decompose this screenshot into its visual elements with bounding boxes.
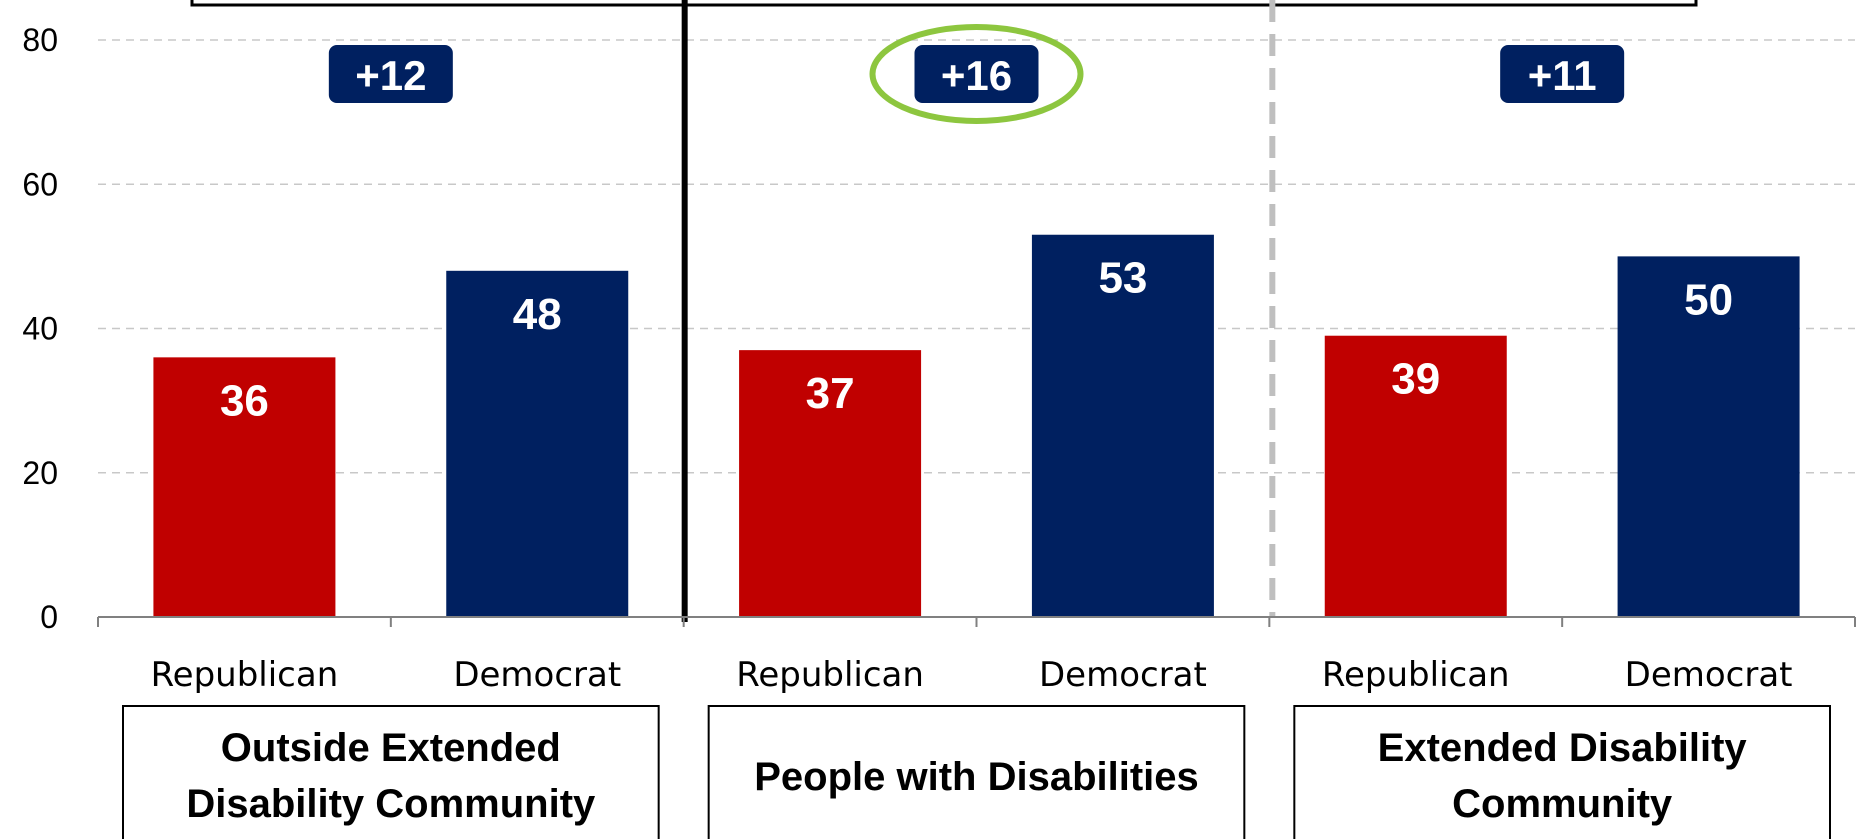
- category-label-democrat: Democrat: [1039, 655, 1207, 695]
- category-label-republican: Republican: [1322, 655, 1510, 695]
- bar-democrat-2: [1617, 256, 1800, 617]
- bar-value-label: 53: [1098, 254, 1147, 303]
- bars: [153, 234, 1800, 618]
- difference-badge: [1500, 45, 1625, 103]
- top-header-box: [190, 0, 1698, 7]
- bar-republican-2: [1324, 335, 1507, 617]
- group-label-box: [707, 705, 1246, 839]
- y-tick-label-60: 60: [22, 166, 58, 202]
- group-separators: [681, 0, 1276, 622]
- y-tick-label-20: 20: [22, 455, 58, 491]
- bar-republican-0: [153, 357, 336, 617]
- difference-label: +16: [941, 52, 1012, 99]
- y-tick-label-0: 0: [40, 599, 58, 635]
- y-tick-label-80: 80: [22, 22, 58, 58]
- bar-value-label: 39: [1391, 355, 1440, 404]
- group-label-line: Disability Community: [186, 782, 596, 826]
- bar-democrat-1: [1031, 234, 1214, 618]
- difference-label: +12: [355, 52, 426, 99]
- category-label-democrat: Democrat: [1625, 655, 1793, 695]
- difference-badge: [328, 45, 453, 103]
- category-label-republican: Republican: [151, 655, 339, 695]
- group-label-line: People with Disabilities: [754, 755, 1199, 799]
- bar-democrat-0: [446, 270, 629, 617]
- difference-badge: [914, 45, 1039, 103]
- y-tick-label-40: 40: [22, 311, 58, 347]
- bar-value-label: 36: [220, 376, 269, 425]
- highlight-ring: [869, 24, 1084, 124]
- group-label-line: Outside Extended: [221, 726, 561, 770]
- bar-value-label: 50: [1684, 275, 1733, 324]
- group-label-box: [122, 705, 660, 839]
- gridlines: [98, 39, 1855, 474]
- difference-label: +11: [1528, 52, 1597, 99]
- y-axis-ticks: 0 20 40 60 80: [22, 22, 58, 635]
- x-axis: [97, 616, 1856, 627]
- category-label-republican: Republican: [736, 655, 924, 695]
- bar-value-label: 37: [806, 369, 855, 418]
- category-label-democrat: Democrat: [453, 655, 621, 695]
- bar-republican-1: [739, 350, 922, 617]
- group-label-line: Community: [1452, 782, 1673, 826]
- group-label-box: [1293, 705, 1832, 839]
- group-label-line: Extended Disability: [1378, 726, 1748, 770]
- labels: 36 Republican 48 Democrat +12 Outside Extende…: [122, 24, 1832, 839]
- bar-value-label: 48: [513, 290, 562, 339]
